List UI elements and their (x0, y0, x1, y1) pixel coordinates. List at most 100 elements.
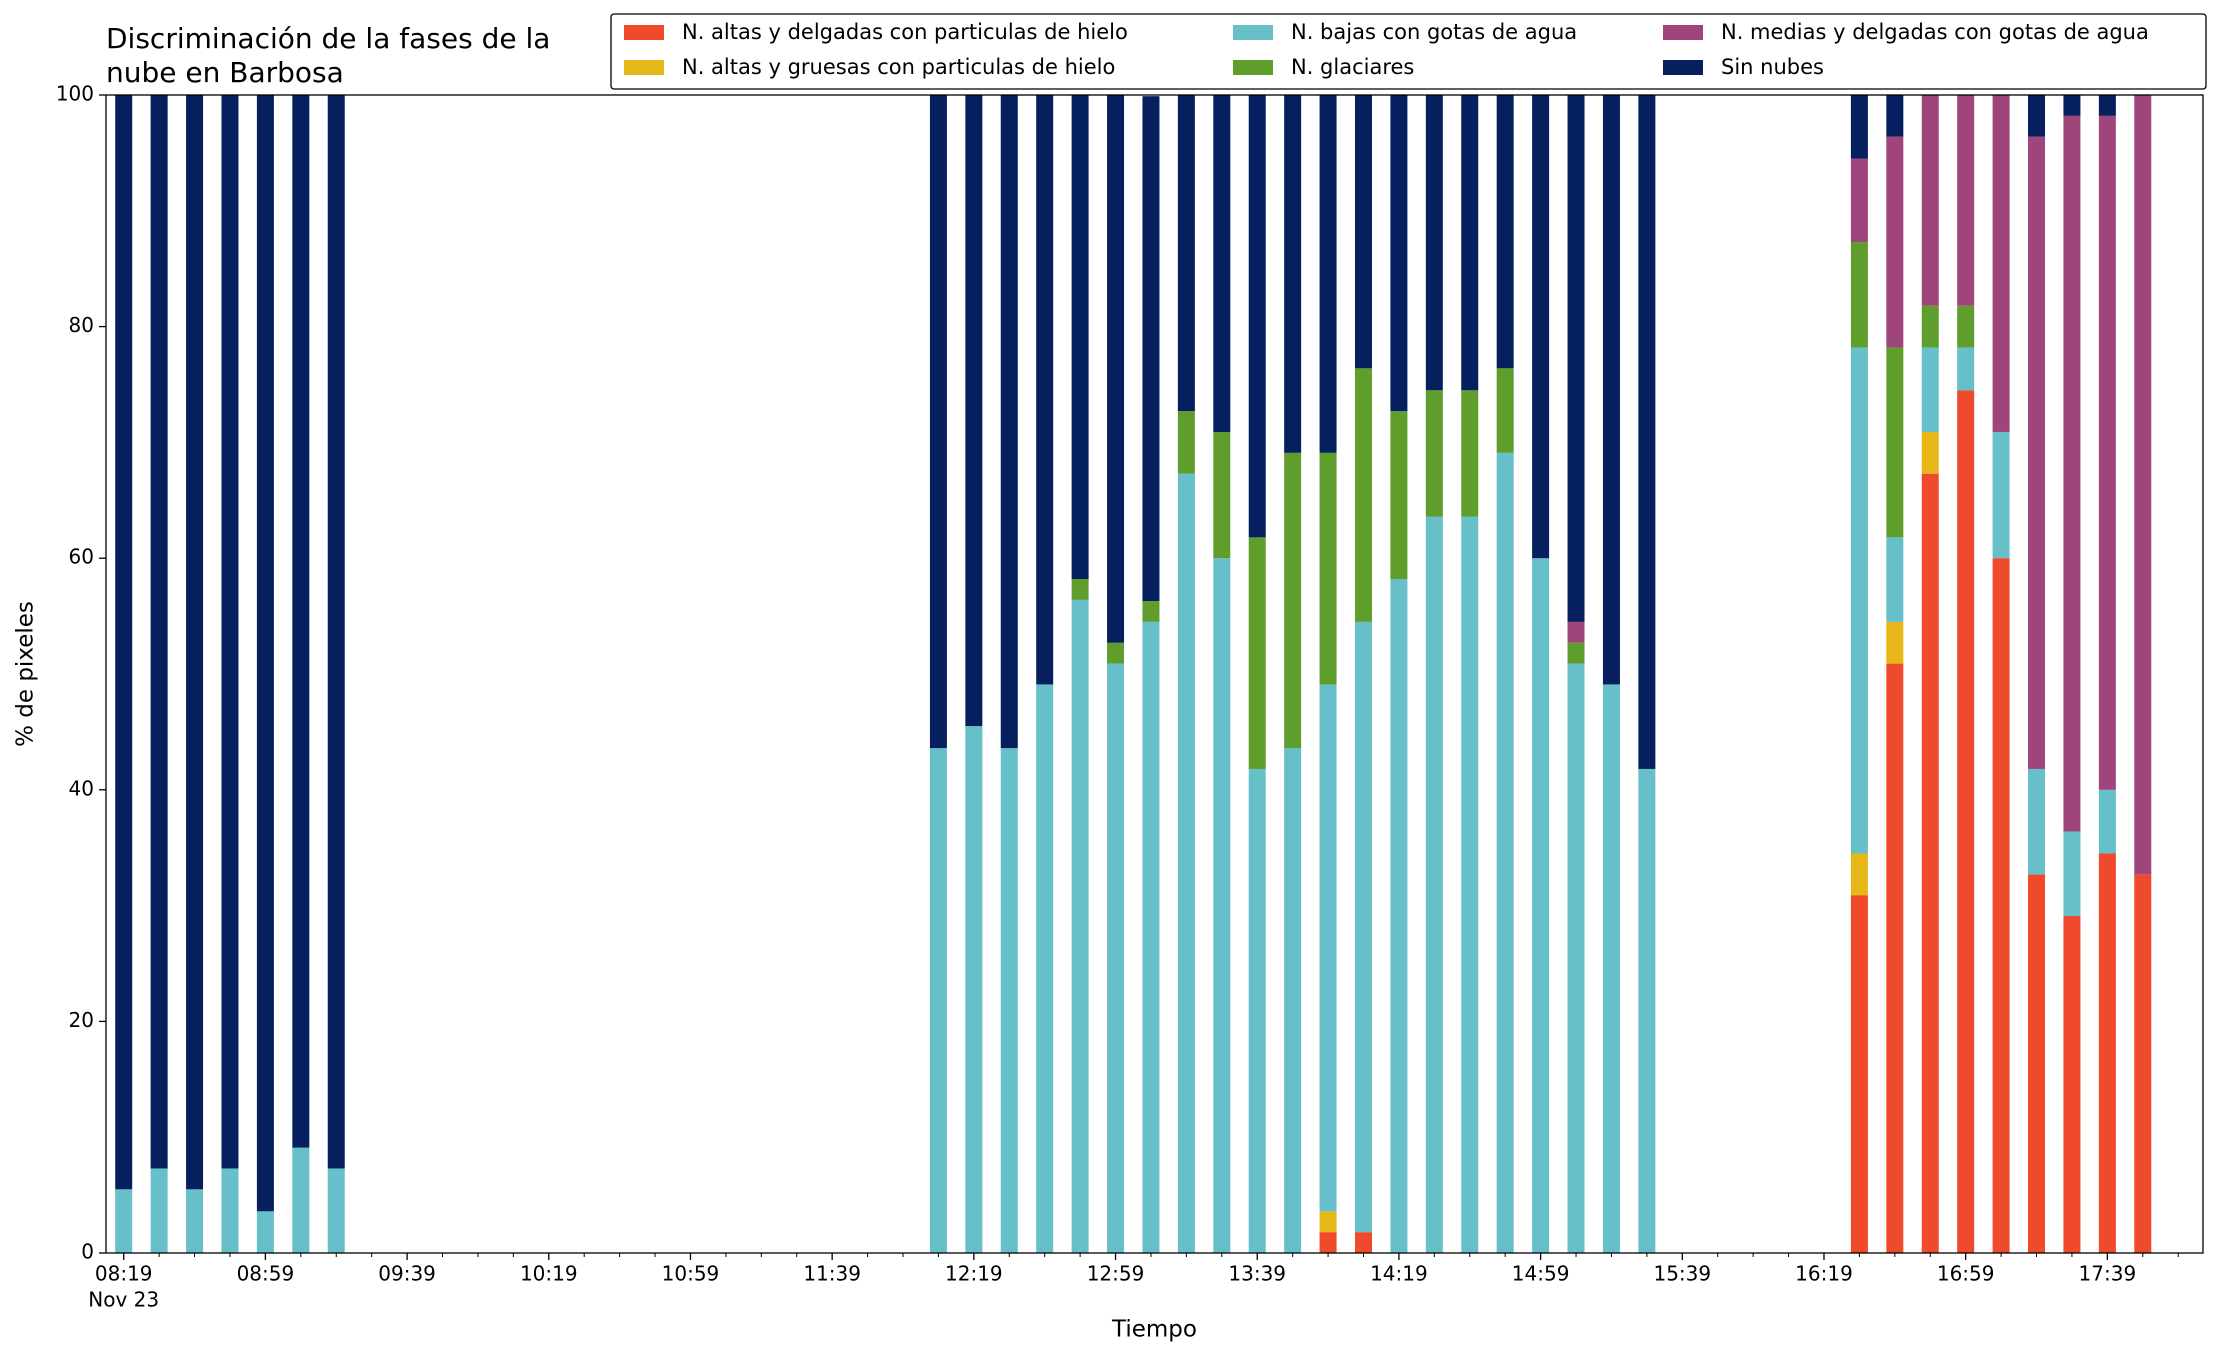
bar-segment (1354, 95, 1372, 369)
bar-segment (1638, 768, 1656, 1253)
bar-segment (1567, 642, 1585, 664)
bar-segment (1461, 390, 1479, 517)
bar-segment (1107, 95, 1125, 643)
bar-segment (1602, 95, 1620, 685)
bar-segment (1142, 601, 1160, 622)
bar-segment (1177, 473, 1195, 1253)
x-axis-label: Tiempo (1111, 1317, 1197, 1343)
bar-segment (1142, 621, 1160, 1253)
bar-segment (2063, 831, 2081, 917)
bar-segment (1850, 242, 1868, 348)
bar-segment (1461, 95, 1479, 391)
bar-segment (2063, 115, 2081, 832)
bar-segment (2098, 853, 2116, 1253)
bar-segment (1284, 95, 1302, 453)
y-tick-label: 80 (69, 313, 94, 337)
bar-segment (221, 95, 239, 1169)
bar-segment (1071, 599, 1089, 1253)
bar-segment (2028, 136, 2046, 769)
bar-segment (1107, 663, 1125, 1253)
y-tick-label: 20 (69, 1008, 94, 1032)
y-axis-label: % de pixeles (13, 601, 39, 747)
x-tick-label: 17:39 (2079, 1262, 2137, 1286)
y-tick-label: 100 (56, 82, 94, 106)
bar-segment (2028, 874, 2046, 1253)
bar-segment (1284, 452, 1302, 749)
bar-segment (1390, 411, 1408, 580)
bar-segment (1319, 684, 1337, 1212)
x-tick-label: 11:39 (803, 1262, 861, 1286)
bar-segment (1354, 621, 1372, 1233)
bar-segment (1921, 305, 1939, 348)
bar-segment (1567, 95, 1585, 622)
bar-segment (1850, 95, 1868, 159)
bar-segment (1496, 95, 1514, 369)
bar-segment (1213, 95, 1231, 432)
x-tick-label: 16:59 (1937, 1262, 1995, 1286)
x-tick-label: 15:39 (1653, 1262, 1711, 1286)
bar-segment (115, 1189, 133, 1253)
bar-segment (1425, 95, 1443, 391)
bar-segment (1071, 579, 1089, 600)
bar-segment (1319, 1211, 1337, 1233)
bar-segment (2063, 95, 2081, 116)
x-tick-label: 13:39 (1228, 1262, 1286, 1286)
x-tick-label: 12:19 (945, 1262, 1003, 1286)
x-tick-label: 09:39 (378, 1262, 436, 1286)
bar-segment (1921, 347, 1939, 432)
bar-segment (1957, 305, 1975, 348)
bar-segment (1284, 748, 1302, 1253)
legend-swatch (624, 60, 664, 75)
x-tick-label: 16:19 (1795, 1262, 1853, 1286)
legend-label: N. altas y delgadas con particulas de hi… (682, 20, 1128, 44)
bar-segment (1886, 537, 1904, 622)
bar-segment (1248, 537, 1266, 769)
bar-segment (1850, 158, 1868, 243)
bar-segment (1496, 452, 1514, 1253)
bar-segment (327, 95, 345, 1169)
bar-segment (2098, 95, 2116, 116)
x-tick-label: 14:19 (1370, 1262, 1428, 1286)
bar-segment (1213, 431, 1231, 559)
legend-swatch (624, 25, 664, 40)
legend-label: N. glaciares (1291, 55, 1414, 79)
bar-segment (1213, 558, 1231, 1253)
bar-segment (1850, 895, 1868, 1253)
bar-segment (1532, 558, 1550, 1253)
bar-segment (1992, 558, 2010, 1253)
bar-segment (1461, 516, 1479, 1253)
bar-segment (965, 726, 983, 1253)
bar-segment (1248, 768, 1266, 1253)
bar-segment (1425, 516, 1443, 1253)
bar-segment (1921, 431, 1939, 474)
bar-segment (327, 1168, 345, 1253)
bar-segment (1036, 684, 1054, 1253)
bar-segment (1957, 95, 1975, 306)
bar-segment (115, 95, 133, 1190)
x-tick-label: 10:59 (662, 1262, 720, 1286)
bar-segment (1107, 642, 1125, 664)
legend-label: N. altas y gruesas con particulas de hie… (682, 55, 1115, 79)
bar-segment (1000, 95, 1018, 749)
bar-segment (929, 95, 947, 749)
bar-segment (1921, 473, 1939, 1253)
x-tick-label: 12:59 (1087, 1262, 1145, 1286)
bar-segment (1354, 368, 1372, 622)
bar-segment (1602, 684, 1620, 1253)
bar-segment (1850, 853, 1868, 896)
bar-segment (1390, 95, 1408, 412)
bar-segment (2098, 789, 2116, 854)
x-tick-label: 14:59 (1512, 1262, 1570, 1286)
bar-segment (186, 95, 204, 1190)
bar-segment (2028, 95, 2046, 137)
plot-frame (105, 94, 2204, 1254)
bar-segment (1921, 95, 1939, 306)
bar-segment (1886, 136, 1904, 348)
bar-segment (1992, 431, 2010, 559)
bar-segment (1886, 663, 1904, 1253)
legend-swatch (1663, 25, 1703, 40)
bar-segment (1319, 95, 1337, 453)
bar-segment (256, 1211, 274, 1253)
legend-box (610, 13, 2207, 90)
